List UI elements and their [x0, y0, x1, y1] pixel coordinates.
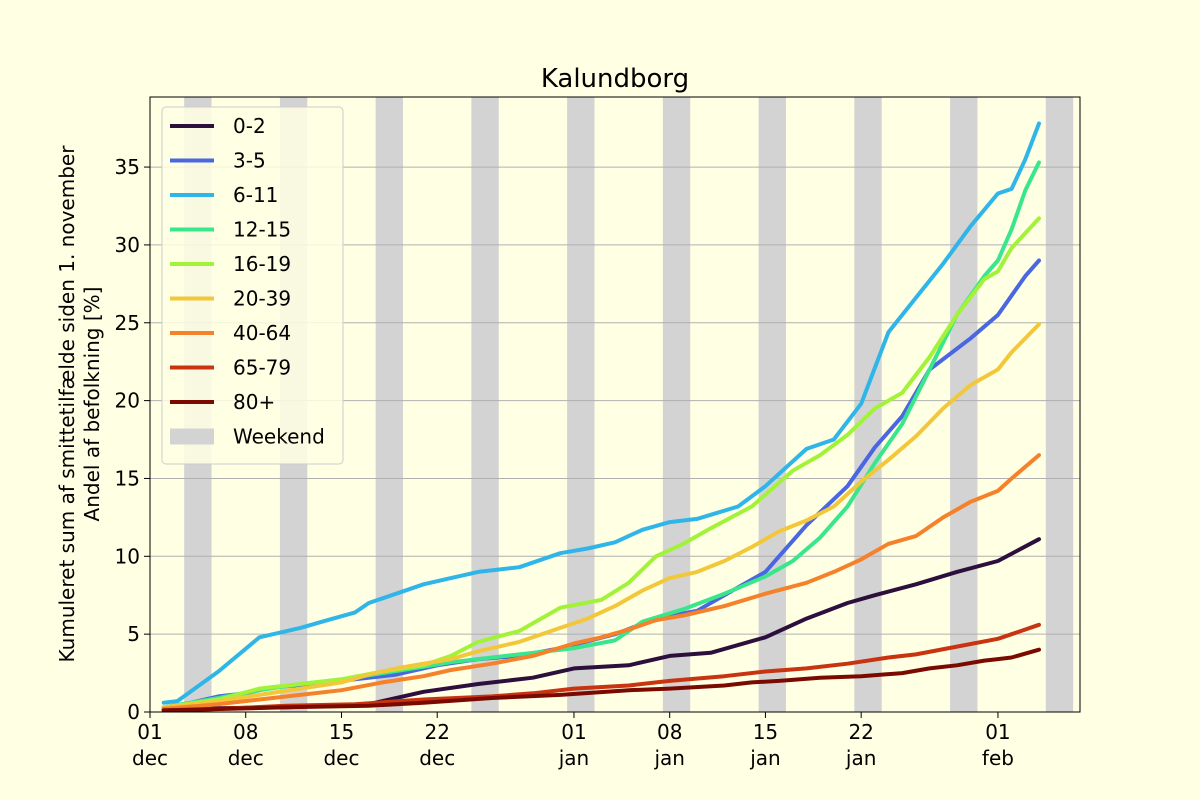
plot-frame [149, 96, 1081, 713]
x-tick-label: 22 [848, 720, 873, 744]
weekend-band [758, 97, 786, 712]
legend-label: 40-64 [233, 321, 291, 345]
weekend-band [375, 97, 404, 712]
series-line-40-64 [161, 453, 1041, 711]
x-tick-label: 22 [424, 720, 449, 744]
x-tick-label: 15 [329, 720, 354, 744]
legend-label: 16-19 [233, 252, 291, 276]
legend-label: 80+ [233, 390, 275, 414]
legend-label: 65-79 [233, 356, 291, 380]
y-tick-label: 35 [115, 155, 140, 179]
x-tick-label: 01 [985, 720, 1010, 744]
x-tick-label: feb [982, 746, 1014, 770]
weekend-band [1045, 97, 1074, 712]
y-tick-label: 10 [115, 544, 140, 568]
y-tick-label: 30 [115, 233, 140, 257]
legend-swatch-weekend [170, 428, 214, 445]
legend-label: 3-5 [233, 149, 266, 173]
legend-label: 12-15 [233, 218, 291, 242]
x-tick-label: 15 [753, 720, 778, 744]
y-tick-label: 5 [127, 622, 140, 646]
x-tick-label: jan [558, 746, 590, 770]
y-tick-label: 25 [115, 311, 140, 335]
weekend-band [567, 97, 595, 712]
legend: 0-2 3-5 6-11 12-15 16-19 20-39 40-64 65-79 80+ We… [161, 106, 344, 465]
chart-title: Kalundborg [541, 64, 689, 94]
series-line-80+ [161, 647, 1041, 713]
y-axis-label-line1: Kumuleret sum af smittetilfælde siden 1.… [55, 145, 79, 663]
legend-label: Weekend [233, 425, 325, 449]
x-tick-label: jan [845, 746, 877, 770]
x-tick-label: jan [749, 746, 781, 770]
series-line-0-2 [161, 537, 1041, 711]
legend-label: 0-2 [233, 114, 266, 138]
series-line-20-39 [161, 322, 1041, 710]
legend-label: 6-11 [233, 183, 278, 207]
y-tick-label: 15 [115, 466, 140, 490]
weekend-band [471, 97, 499, 712]
x-tick-label: 08 [657, 720, 682, 744]
y-tick-label: 20 [115, 389, 140, 413]
series-line-6-11 [161, 121, 1041, 705]
y-tick-label: 0 [127, 700, 140, 724]
x-tick-label: 08 [233, 720, 258, 744]
x-tick-label: jan [653, 746, 685, 770]
x-tick-label: dec [132, 746, 168, 770]
x-tick-label: dec [323, 746, 359, 770]
weekend-band [950, 97, 978, 712]
x-tick-label: dec [419, 746, 455, 770]
series-line-65-79 [161, 622, 1041, 713]
x-tick-label: 01 [137, 720, 162, 744]
x-tick-label: 01 [561, 720, 586, 744]
x-tick-label: dec [228, 746, 264, 770]
y-axis-label-line2: Andel af befolkning [%] [80, 287, 104, 522]
legend-label: 20-39 [233, 287, 291, 311]
